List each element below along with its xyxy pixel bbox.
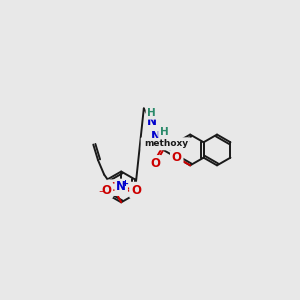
Text: N: N: [116, 180, 126, 194]
Text: N: N: [147, 115, 157, 128]
Text: N: N: [151, 130, 160, 143]
Text: methoxy: methoxy: [144, 139, 188, 148]
Text: O: O: [172, 151, 182, 164]
Text: H: H: [147, 108, 156, 118]
Text: O: O: [109, 181, 118, 194]
Text: H: H: [160, 127, 169, 137]
Text: +: +: [122, 178, 129, 188]
Text: O: O: [131, 184, 141, 196]
Text: O: O: [101, 184, 112, 196]
Text: O: O: [151, 157, 160, 170]
Text: methoxy: methoxy: [142, 139, 190, 149]
Text: ⁻: ⁻: [98, 189, 104, 199]
